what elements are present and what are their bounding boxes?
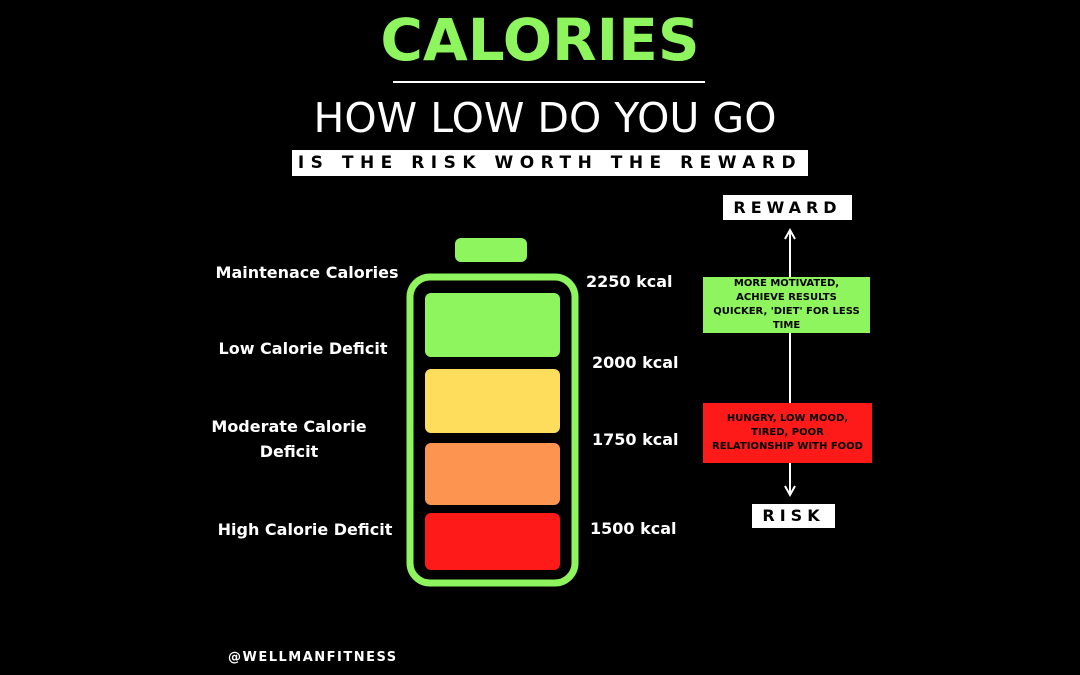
level-label: High Calorie Deficit (217, 520, 393, 539)
kcal-label: 2000 kcal (592, 353, 679, 372)
tagline: IS THE RISK WORTH THE REWARD (292, 150, 808, 176)
risk-label: RISK (752, 504, 835, 528)
segment-orange (425, 443, 560, 505)
arrow-head-up (784, 227, 796, 240)
segment-yellow (425, 369, 560, 433)
reward-note: MORE MOTIVATED, ACHIEVE RESULTS QUICKER,… (703, 277, 870, 333)
divider (393, 81, 705, 83)
title: CALORIES (380, 6, 700, 74)
risk-note: HUNGRY, LOW MOOD, TIRED, POOR RELATIONSH… (703, 403, 872, 463)
segment-red (425, 513, 560, 570)
kcal-label: 2250 kcal (586, 272, 673, 291)
reward-label: REWARD (723, 195, 852, 220)
subtitle: HOW LOW DO YOU GO (313, 94, 777, 142)
arrow-head-down (784, 485, 796, 498)
level-label: Low Calorie Deficit (218, 339, 388, 358)
level-label: Moderate Calorie Deficit (211, 417, 367, 461)
battery-cap (455, 238, 527, 262)
level-label: Maintenace Calories (215, 263, 399, 282)
handle: @WELLMANFITNESS (228, 650, 398, 665)
kcal-label: 1750 kcal (592, 430, 679, 449)
kcal-label: 1500 kcal (590, 519, 677, 538)
segment-green (425, 293, 560, 357)
